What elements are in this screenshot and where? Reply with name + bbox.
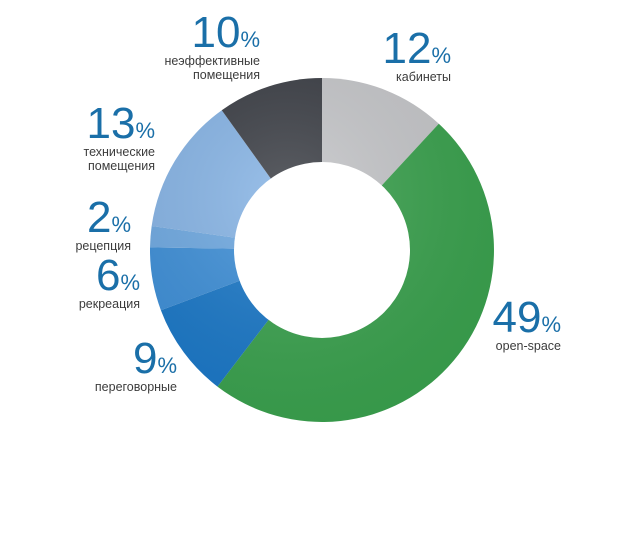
slice-category-label: неэффективные	[164, 54, 260, 68]
slice-value-label: 12%	[382, 24, 451, 73]
slice-category-label: рецепция	[75, 239, 131, 253]
slice-value-label: 9%	[133, 334, 177, 383]
slice-category-label: переговорные	[95, 380, 177, 394]
donut-hole	[234, 162, 410, 338]
slice-value-label: 2%	[87, 193, 131, 242]
slice-category-label: open-space	[496, 339, 561, 353]
slice-category-label: помещения	[193, 68, 260, 82]
slice-category-label: рекреация	[79, 297, 140, 311]
slice-label-переговорные: 9%переговорные	[95, 334, 177, 394]
slice-labels: 12%кабинеты 49%open-space 9%переговорные 6%…	[75, 8, 561, 394]
slice-value-label: 49%	[492, 293, 561, 342]
slice-value-label: 13%	[86, 99, 155, 148]
slice-category-label: кабинеты	[396, 70, 451, 84]
slice-label-open-space: 49%open-space	[492, 293, 561, 353]
slice-label-рекреация: 6%рекреация	[79, 251, 140, 311]
slice-category-label: помещения	[88, 159, 155, 173]
slice-label-рецепция: 2%рецепция	[75, 193, 131, 253]
slice-label-кабинеты: 12%кабинеты	[382, 24, 451, 84]
slice-value-label: 6%	[96, 251, 140, 300]
slice-category-label: технические	[83, 145, 155, 159]
slice-value-label: 10%	[191, 8, 260, 57]
